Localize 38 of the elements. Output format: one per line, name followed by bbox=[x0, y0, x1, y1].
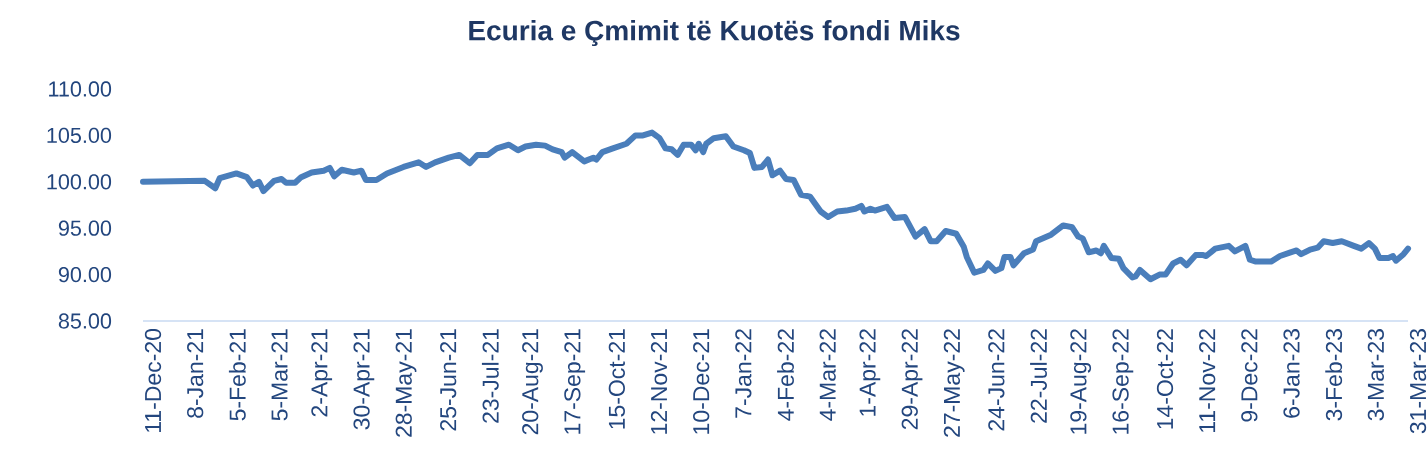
x-tick-label: 1-Apr-22 bbox=[859, 329, 881, 416]
x-tick-label: 7-Jan-22 bbox=[735, 329, 752, 418]
y-tick-label: 110.00 bbox=[49, 81, 112, 97]
x-tick-label: 24-Jun-22 bbox=[988, 329, 1005, 431]
x-tick-label: 28-May-21 bbox=[395, 329, 417, 437]
x-tick-label: 9-Dec-22 bbox=[1241, 329, 1258, 422]
y-tick-label: 95.00 bbox=[58, 220, 112, 236]
y-tick-label: 105.00 bbox=[47, 127, 112, 144]
x-tick-label: 11-Nov-22 bbox=[1199, 329, 1216, 432]
x-tick-label: 4-Feb-22 bbox=[777, 329, 794, 421]
x-tick-label: 2-Apr-21 bbox=[311, 329, 333, 417]
chart-title: Ecuria e Çmimit të Kuotës fondi Miks bbox=[469, 19, 960, 47]
x-tick-label: 17-Sep-21 bbox=[564, 329, 586, 434]
x-tick-label: 12-Nov-21 bbox=[650, 329, 668, 434]
x-tick-label: 4-Mar-22 bbox=[819, 329, 836, 421]
y-tick-label: 90.00 bbox=[58, 266, 112, 283]
y-tick-label: 85.00 bbox=[58, 313, 112, 329]
x-tick-label: 3-Mar-23 bbox=[1367, 329, 1384, 421]
x-tick-label: 22-Jul-22 bbox=[1030, 329, 1047, 423]
x-tick-label: 8-Jan-21 bbox=[187, 329, 204, 418]
x-tick-label: 29-Apr-22 bbox=[901, 329, 923, 430]
x-tick-label: 5-Feb-21 bbox=[228, 329, 246, 421]
x-tick-label: 30-Apr-21 bbox=[353, 329, 375, 430]
x-tick-label: 3-Feb-23 bbox=[1325, 329, 1343, 421]
x-tick-label: 25-Jun-21 bbox=[440, 329, 457, 431]
x-tick-label: 15-Oct-21 bbox=[608, 329, 625, 429]
x-tick-label: 23-Jul-21 bbox=[481, 329, 499, 423]
x-tick-label: 19-Aug-22 bbox=[1070, 329, 1092, 434]
y-tick-label: 100.00 bbox=[47, 174, 112, 190]
x-tick-label: 11-Dec-20 bbox=[144, 328, 162, 432]
x-tick-label: 31-Mar-23 bbox=[1409, 329, 1427, 434]
x-tick-label: 10-Dec-21 bbox=[693, 329, 710, 434]
x-tick-label: 14-Oct-22 bbox=[1156, 329, 1174, 429]
x-tick-label: 6-Jan-23 bbox=[1283, 329, 1300, 418]
x-tick-label: 5-Mar-21 bbox=[271, 329, 288, 421]
x-tick-label: 16-Sep-22 bbox=[1112, 329, 1134, 434]
x-tick-label: 20-Aug-21 bbox=[522, 329, 543, 435]
x-tick-label: 27-May-22 bbox=[943, 329, 965, 437]
